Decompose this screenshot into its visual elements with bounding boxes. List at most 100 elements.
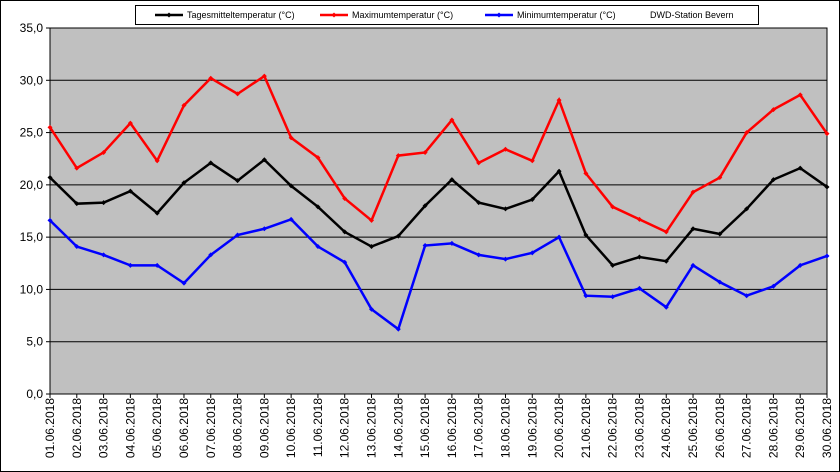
point xyxy=(610,262,616,268)
x-tick-label: 10.06.2018 xyxy=(284,398,298,458)
point xyxy=(636,285,642,291)
point xyxy=(636,254,642,260)
point xyxy=(288,216,294,222)
point xyxy=(556,97,562,103)
point xyxy=(583,293,589,299)
point xyxy=(208,160,214,166)
point xyxy=(369,306,375,312)
legend-label: Minimumtemperatur (°C) xyxy=(517,10,616,20)
point xyxy=(74,244,80,250)
series-line xyxy=(49,217,828,332)
point xyxy=(395,326,401,332)
point xyxy=(154,262,160,268)
point xyxy=(744,130,750,136)
plot-area xyxy=(49,27,828,395)
point xyxy=(770,283,776,289)
point xyxy=(610,204,616,210)
point xyxy=(529,250,535,256)
y-tick-label: 20,0 xyxy=(20,178,44,192)
point xyxy=(342,229,348,235)
y-tick-label: 30,0 xyxy=(20,73,44,87)
point xyxy=(770,107,776,113)
y-tick-label: 0,0 xyxy=(26,387,43,401)
point xyxy=(342,195,348,201)
point xyxy=(556,234,562,240)
x-tick-label: 01.06.2018 xyxy=(43,398,57,458)
point xyxy=(154,158,160,164)
point xyxy=(315,204,321,210)
x-tick-label: 28.06.2018 xyxy=(766,398,780,458)
point xyxy=(101,149,107,155)
point xyxy=(663,229,669,235)
point xyxy=(208,75,214,81)
series-line xyxy=(48,74,829,234)
point xyxy=(502,146,508,152)
point xyxy=(101,252,107,258)
series-line xyxy=(49,158,828,267)
point xyxy=(476,200,482,206)
point xyxy=(154,210,160,216)
x-tick-label: 07.06.2018 xyxy=(204,398,218,458)
x-tick-label: 03.06.2018 xyxy=(97,398,111,458)
legend-label: Tagesmitteltemperatur (°C) xyxy=(187,10,295,20)
point xyxy=(690,226,696,232)
point xyxy=(47,175,53,181)
point xyxy=(315,244,321,250)
point xyxy=(797,262,803,268)
x-tick-label: 18.06.2018 xyxy=(498,398,512,458)
point xyxy=(235,178,241,184)
legend-marker xyxy=(331,12,337,18)
x-tick-label: 30.06.2018 xyxy=(820,398,834,458)
point xyxy=(717,175,723,181)
x-tick-label: 16.06.2018 xyxy=(445,398,459,458)
point xyxy=(690,189,696,195)
point xyxy=(127,188,133,194)
x-tick-label: 23.06.2018 xyxy=(632,398,646,458)
y-tick-label: 15,0 xyxy=(20,230,44,244)
point xyxy=(717,231,723,237)
point xyxy=(395,233,401,239)
point xyxy=(342,259,348,265)
point xyxy=(556,168,562,174)
point xyxy=(47,124,53,130)
point xyxy=(127,120,133,126)
x-tick-label: 20.06.2018 xyxy=(552,398,566,458)
point xyxy=(74,165,80,171)
point xyxy=(690,262,696,268)
point xyxy=(744,206,750,212)
point xyxy=(449,240,455,246)
point xyxy=(797,92,803,98)
y-tick-label: 5,0 xyxy=(26,335,43,349)
point xyxy=(502,206,508,212)
point xyxy=(824,253,830,259)
point xyxy=(261,157,267,163)
legend-marker xyxy=(496,12,502,18)
point xyxy=(181,180,187,186)
point xyxy=(181,280,187,286)
x-tick-label: 04.06.2018 xyxy=(123,398,137,458)
point xyxy=(288,135,294,141)
x-tick-label: 12.06.2018 xyxy=(338,398,352,458)
point xyxy=(502,256,508,262)
x-tick-label: 13.06.2018 xyxy=(365,398,379,458)
x-tick-label: 14.06.2018 xyxy=(391,398,405,458)
x-tick-label: 19.06.2018 xyxy=(525,398,539,458)
point xyxy=(449,117,455,123)
point xyxy=(636,216,642,222)
x-tick-label: 11.06.2018 xyxy=(311,398,325,457)
point xyxy=(422,203,428,209)
point xyxy=(529,158,535,164)
point xyxy=(744,293,750,299)
x-tick-label: 17.06.2018 xyxy=(472,398,486,458)
x-tick-label: 25.06.2018 xyxy=(686,398,700,458)
point xyxy=(261,226,267,232)
point xyxy=(101,200,107,206)
point xyxy=(369,217,375,223)
point xyxy=(610,294,616,300)
y-tick-label: 10,0 xyxy=(20,282,44,296)
x-tick-label: 08.06.2018 xyxy=(231,398,245,458)
point xyxy=(663,258,669,264)
point xyxy=(315,155,321,161)
point xyxy=(369,244,375,250)
